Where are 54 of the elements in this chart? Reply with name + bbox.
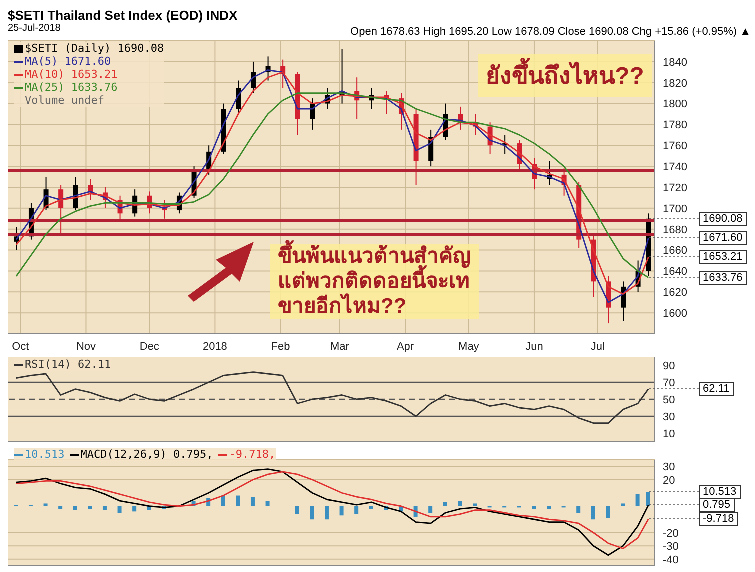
x-tick-label: Mar (330, 340, 350, 353)
legend-label: MA(5) 1671.60 (25, 55, 112, 68)
y-tick-label: 1720 (663, 182, 688, 194)
y-tick-label: 1820 (663, 78, 688, 90)
y-tick-label: 1740 (663, 161, 688, 174)
text: Open 1678.63 High 1695.20 Low 1678.09 Close 1690.08 Chg +15.86 (+0.95%) ▲ (350, 26, 751, 38)
y-tick-label: 1760 (663, 140, 688, 153)
chart-title: $SETI Thailand Set Index (EOD) INDX (8, 8, 239, 23)
y-tick-label: 30 (663, 462, 676, 474)
y-tick-label: 1800 (663, 98, 688, 111)
y-tick-label: 1640 (663, 266, 688, 278)
y-tick-label: 50 (663, 394, 676, 406)
chart-subtitle: 25-Jul-2018 (8, 23, 61, 34)
y-tick-label: 1780 (663, 120, 688, 132)
x-tick-label: Nov (76, 340, 97, 353)
annotation: 1653.21 (699, 250, 747, 264)
x-tick-label: 2018 (202, 340, 228, 353)
x-tick-label: May (458, 340, 480, 353)
y-tick-label: 1680 (663, 224, 688, 236)
legend-label: MA(25) 1633.76 (25, 81, 118, 94)
x-tick-label: Jul (590, 340, 605, 353)
annotation: -9.718 (699, 512, 738, 526)
annotation: 0.795 (699, 498, 735, 512)
y-tick-label: 10 (663, 428, 676, 440)
annotation: 62.11 (699, 382, 734, 396)
y-tick-label: 90 (663, 360, 676, 372)
y-tick-label: 1660 (663, 245, 688, 258)
x-tick-label: Apr (396, 340, 414, 353)
legend-label: MACD(12,26,9) 0.795, (80, 448, 214, 461)
y-tick-label: 1840 (663, 56, 688, 69)
x-tick-label: Feb (271, 340, 290, 353)
annotation: 1690.08 (699, 212, 747, 226)
annotation: 10.513 (699, 485, 741, 500)
y-tick-label: 30 (663, 411, 676, 424)
legend-label: -9.718, (229, 448, 276, 461)
x-tick-label: Jun (526, 340, 544, 353)
y-tick-label: 20 (663, 474, 676, 487)
y-tick-label: -20 (663, 528, 679, 540)
legend-label: MA(10) 1653.21 (25, 68, 118, 81)
y-tick-label: -40 (663, 554, 679, 566)
annotation: 1671.60 (699, 231, 747, 246)
annotation: 1633.76 (699, 270, 747, 285)
legend-label: 10.513 (25, 448, 65, 461)
annotation: Volume undef (24, 94, 106, 107)
y-tick-label: 1700 (663, 203, 688, 216)
x-tick-label: Oct (12, 340, 30, 353)
y-tick-label: 1620 (663, 287, 688, 300)
y-tick-label: 1600 (663, 308, 688, 320)
annotation: ยังขึ้นถึงไหน?? (478, 54, 652, 97)
legend-label: RSI(14) 62.11 (25, 358, 112, 371)
legend-label: $SETI (Daily) 1690.08 (25, 42, 164, 55)
y-tick-label: -30 (663, 541, 679, 554)
x-tick-label: Dec (140, 340, 160, 353)
y-tick-label: 70 (663, 377, 676, 390)
